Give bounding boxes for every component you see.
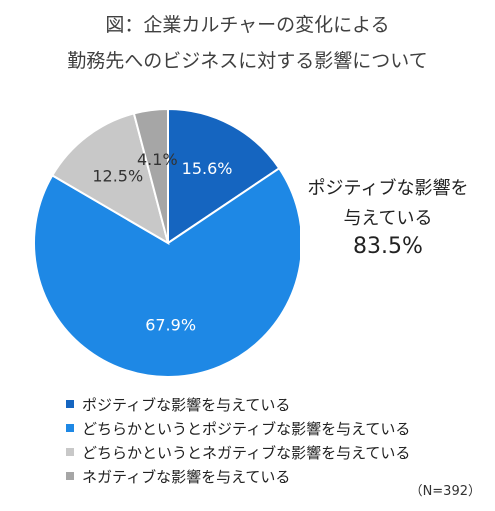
chart-title-line-1: 図：企業カルチャーの変化による <box>105 14 390 36</box>
pie-data-label: 4.1% <box>137 150 178 169</box>
pie-slice <box>132 107 169 244</box>
legend-swatch <box>66 448 74 456</box>
legend-label: ポジティブな影響を与えている <box>82 395 291 414</box>
pie-data-label: 67.9% <box>145 316 196 335</box>
legend-item: ネガティブな影響を与えている <box>66 464 410 488</box>
legend-label: どちらかというとポジティブな影響を与えている <box>82 419 411 438</box>
legend-item: どちらかというとネガティブな影響を与えている <box>66 440 410 464</box>
legend-label: どちらかというとネガティブな影響を与えている <box>82 443 411 462</box>
pie-data-label: 12.5% <box>92 166 143 185</box>
sample-size-note: （N=392） <box>409 484 481 499</box>
positive-callout-value: 83.5% <box>353 234 423 259</box>
pie-slice <box>167 107 281 245</box>
pie-slice <box>33 166 300 378</box>
legend-label: ネガティブな影響を与えている <box>82 467 291 486</box>
positive-callout-line-1: ポジティブな影響を <box>307 178 469 199</box>
pie-slice <box>50 112 170 246</box>
chart-legend: ポジティブな影響を与えている どちらかというとポジティブな影響を与えている どち… <box>66 392 410 488</box>
legend-item: ポジティブな影響を与えている <box>66 392 410 416</box>
legend-item: どちらかというとポジティブな影響を与えている <box>66 416 410 440</box>
pie-data-label: 15.6% <box>182 159 233 178</box>
legend-swatch <box>66 400 74 408</box>
positive-callout-line-2: 与えている <box>343 208 433 229</box>
chart-title-line-2: 勤務先へのビジネスに対する影響について <box>67 50 428 72</box>
legend-swatch <box>66 424 74 432</box>
pie-chart: 15.6% 67.9% 12.5%4.1% <box>33 107 300 378</box>
legend-swatch <box>66 472 74 480</box>
